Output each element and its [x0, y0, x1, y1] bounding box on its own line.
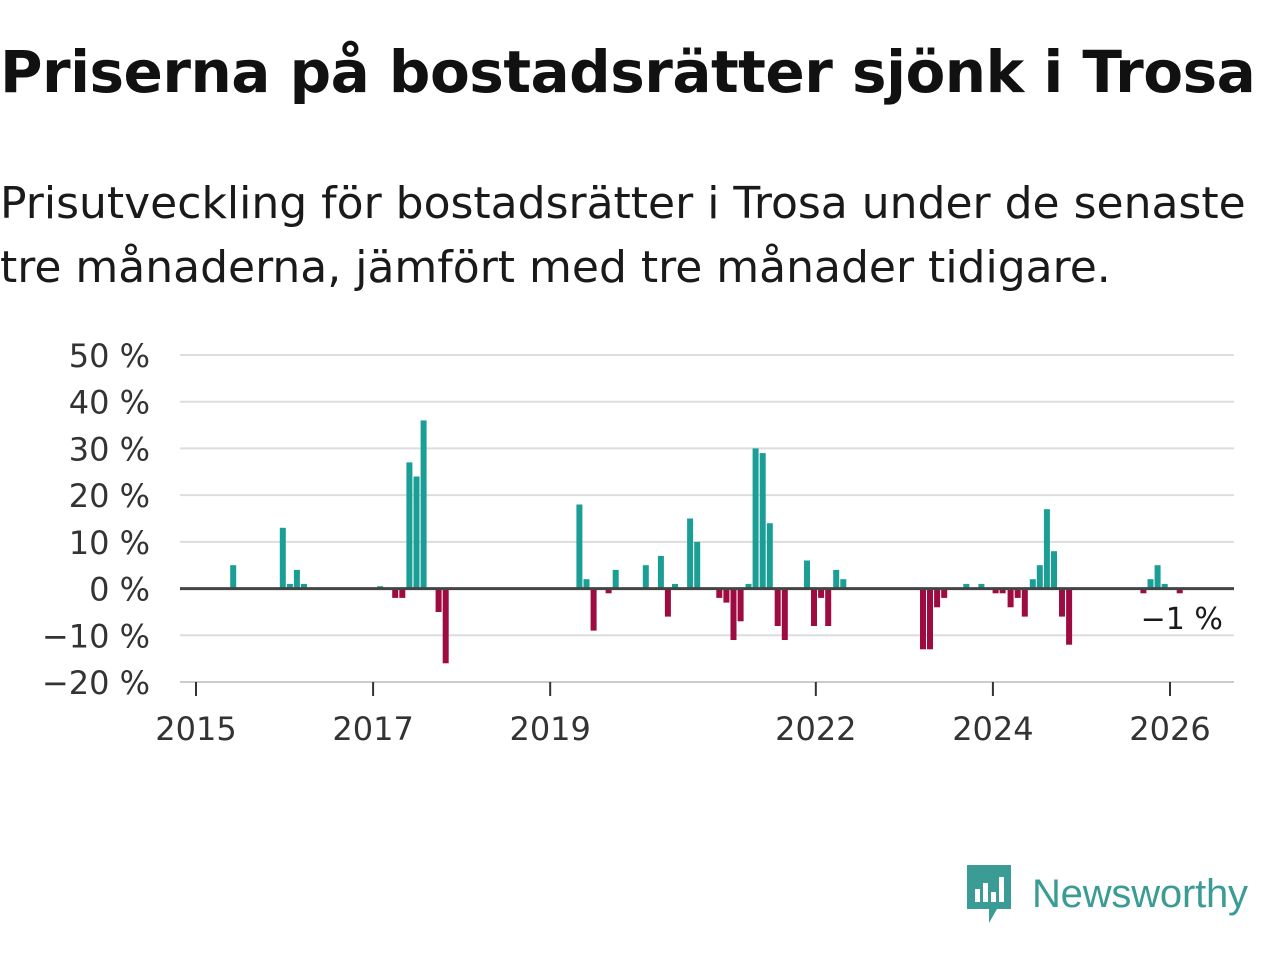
bar [833, 569, 840, 589]
bar [1059, 588, 1065, 617]
bar [774, 588, 781, 626]
bar [934, 588, 941, 608]
bar [1043, 509, 1050, 589]
y-tick-label: 50 % [69, 337, 150, 375]
bar [399, 588, 406, 598]
bar [1147, 579, 1154, 589]
y-tick-label: −10 % [42, 617, 150, 655]
bar [920, 588, 926, 650]
bar [583, 579, 590, 589]
bar [1036, 565, 1043, 589]
bar [293, 569, 300, 589]
bar [657, 555, 664, 589]
y-axis: 50 % 40 % 30 % 20 % 10 % 0 % −10 % −20 % [42, 337, 150, 702]
x-axis: 2015 2017 2019 2022 2024 2026 [155, 681, 1234, 748]
bar [840, 579, 847, 589]
y-tick-label: −20 % [42, 664, 150, 702]
bar [716, 588, 723, 598]
bars [230, 420, 1183, 664]
bar [590, 588, 597, 631]
bar [1007, 588, 1014, 608]
y-tick-label: 30 % [69, 430, 150, 468]
bar [1161, 583, 1168, 589]
bar [687, 518, 694, 589]
bar [672, 583, 678, 589]
x-tick-label: 2019 [509, 710, 590, 748]
bar [1154, 565, 1161, 589]
bar [1029, 579, 1036, 589]
bar [804, 560, 810, 589]
bar [759, 453, 766, 589]
bar [1051, 551, 1057, 589]
bar [420, 420, 427, 589]
bar [230, 565, 237, 589]
brand-logo[interactable]: Newsworthy [964, 862, 1248, 926]
bar [1021, 588, 1028, 617]
bar [442, 588, 449, 664]
bar [406, 462, 413, 589]
bar [612, 569, 619, 589]
bar [825, 588, 832, 626]
bar [992, 588, 999, 594]
bar [605, 588, 612, 594]
y-tick-label: 40 % [69, 384, 150, 422]
chart-title: Priserna på bostadsrätter sjönk i Trosa [0, 38, 1256, 106]
x-tick-label: 2017 [332, 710, 413, 748]
last-value-label: −1 % [1141, 602, 1223, 637]
brand-name: Newsworthy [1032, 871, 1248, 916]
x-tick-label: 2026 [1129, 710, 1210, 748]
bar [737, 588, 744, 622]
bar [927, 588, 933, 650]
bar [694, 541, 701, 589]
bar [642, 565, 649, 589]
bar [941, 588, 948, 598]
bar [963, 583, 970, 589]
grid-lines [180, 354, 1234, 683]
bar [576, 504, 583, 589]
bar [1176, 588, 1183, 594]
bar [1066, 588, 1073, 645]
bar [279, 527, 286, 589]
bar [392, 588, 399, 598]
chart-subtitle: Prisutveckling för bostadsrätter i Trosa… [0, 178, 1246, 293]
bar [730, 588, 737, 640]
bar [811, 588, 817, 626]
bar [723, 588, 730, 603]
x-tick-label: 2024 [952, 710, 1033, 748]
newsworthy-logo-icon [967, 865, 1011, 923]
bar [1140, 588, 1147, 594]
x-tick-label: 2022 [775, 710, 856, 748]
bar [413, 476, 420, 589]
bar [781, 588, 788, 640]
y-tick-label: 10 % [69, 524, 150, 562]
bar [978, 583, 985, 589]
bar [435, 588, 442, 612]
bar [286, 583, 293, 589]
annotations: −1 % [1138, 599, 1226, 640]
y-tick-label: 0 % [89, 571, 150, 609]
bar-chart: 50 %40 %30 %20 %10 %0 %−10 %−20 % 2015 20… [42, 337, 1234, 748]
x-tick-label: 2015 [155, 710, 236, 748]
y-tick-label: 20 % [69, 477, 150, 515]
bar [752, 448, 759, 589]
bar [818, 588, 825, 598]
bar [301, 583, 307, 589]
bar [1014, 588, 1021, 598]
bar [664, 588, 671, 617]
bar [745, 583, 752, 589]
bar [999, 588, 1006, 594]
bar [766, 523, 773, 589]
